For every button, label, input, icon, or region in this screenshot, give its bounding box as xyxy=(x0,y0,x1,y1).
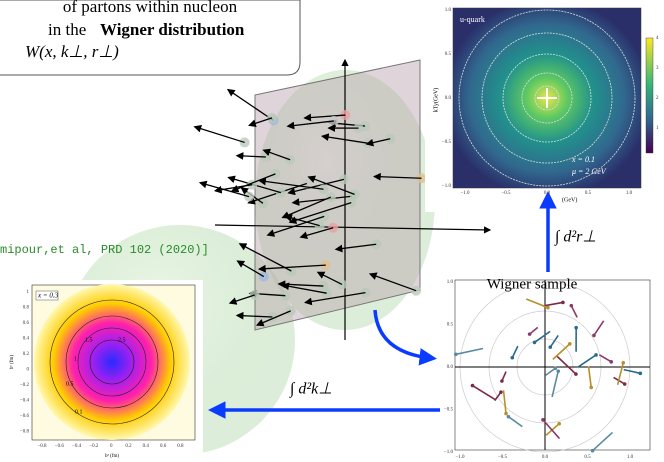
y-tick-label: −0.4 xyxy=(20,399,30,404)
contour-label: 1.5 xyxy=(85,337,93,343)
sample-head xyxy=(471,384,475,388)
y-tick-label: 0.0 xyxy=(445,96,452,101)
sample-head xyxy=(510,356,514,360)
sample-head xyxy=(609,360,613,364)
x-tick-label: 0.0 xyxy=(542,455,549,460)
sample-head xyxy=(591,449,595,453)
note: x = 0.3 xyxy=(37,292,59,300)
x-tick-label: −0.4 xyxy=(72,444,82,449)
y-tick-label: 0.5 xyxy=(447,323,454,328)
sample-head xyxy=(589,386,593,390)
note: μ = 2 GeV xyxy=(571,167,607,176)
y-tick-label: 0.6 xyxy=(23,321,30,326)
y-tick-label: −1.0 xyxy=(444,450,454,455)
x-tick-label: 0.4 xyxy=(143,444,150,449)
x-tick-label: 0.0 xyxy=(544,191,551,196)
sample-head xyxy=(504,412,508,416)
y-tick-label: 0.8 xyxy=(23,306,30,311)
y-tick-label: −0.8 xyxy=(20,430,30,435)
x-tick-label: 1.0 xyxy=(626,191,633,196)
y-tick-label: 1.0 xyxy=(445,8,452,13)
contour-label: 0.5 xyxy=(66,381,74,387)
sample-head xyxy=(561,301,565,305)
sample-head xyxy=(554,366,558,370)
x-tick-label: −0.8 xyxy=(37,444,47,449)
y-tick-label: 0.5 xyxy=(445,52,452,57)
x-axis-label: (GeV) xyxy=(562,196,577,203)
caption-bold: Wigner distribution xyxy=(100,20,245,39)
momentum-plot: u-quark x = 0.1 μ = 2 GeV kTy(GeV) (GeV) xyxy=(425,2,663,212)
sample-head xyxy=(592,334,596,338)
sample-head xyxy=(499,390,503,394)
note: x = 0.1 xyxy=(571,155,595,164)
density xyxy=(34,284,190,440)
contour-label: 2.5 xyxy=(118,337,126,343)
wigner-sample: Wigner sample xyxy=(440,275,662,462)
x-tick-label: −0.6 xyxy=(55,444,65,449)
y-axis-label: kTy(GeV) xyxy=(432,88,439,113)
caption-line: of partons within nucleon xyxy=(63,0,238,16)
y-tick-label: 0.0 xyxy=(447,365,454,370)
y-tick-label: 0.2 xyxy=(23,352,30,357)
title: Wigner sample xyxy=(487,276,578,292)
sample-head xyxy=(454,352,458,356)
sample-head xyxy=(507,415,511,419)
figure: of partons within nucleon in the Wigner … xyxy=(0,0,664,462)
x-tick-label: 1.0 xyxy=(627,455,634,460)
sample-head xyxy=(500,379,504,383)
sample-head xyxy=(557,422,561,426)
x-tick-label: −0.2 xyxy=(89,444,99,449)
x-tick-label: −0.5 xyxy=(501,191,511,196)
x-tick-label: 0.2 xyxy=(125,444,132,449)
sample-head xyxy=(541,418,545,422)
citation: mipour,et al, PRD 102 (2020)] xyxy=(0,243,209,257)
sample-head xyxy=(533,341,537,345)
y-axis-label: bʸ (fm) xyxy=(10,355,15,369)
x-tick-label: −1.0 xyxy=(460,191,470,196)
sample-head xyxy=(568,342,572,346)
panel xyxy=(440,275,662,462)
formula: W(x, k⊥, r⊥) xyxy=(25,42,119,61)
x-tick-label: −0.5 xyxy=(498,455,508,460)
y-tick-label: −0.5 xyxy=(444,408,454,413)
y-tick-label: −0.2 xyxy=(20,383,30,388)
label: u-quark xyxy=(460,15,485,24)
x-axis-label: bˣ (fm) xyxy=(105,454,119,459)
x-tick-label: 0.8 xyxy=(177,444,184,449)
sample-head xyxy=(556,369,560,373)
y-tick-label: 0.4 xyxy=(23,337,30,342)
x-tick-label: 0.5 xyxy=(584,455,591,460)
contour-label: 1 xyxy=(74,356,77,362)
caption-line: in the xyxy=(48,20,86,39)
parton-arrow xyxy=(195,127,245,143)
y-tick-label: −1.0 xyxy=(442,184,452,189)
sample-head xyxy=(548,345,552,349)
sample-head xyxy=(528,332,532,336)
integral: ∫ d²r⊥ xyxy=(554,229,596,247)
position-plot: x = 0.3 1.5 2.5 1 0.5 0.1 bˣ (fm) bʸ (fm… xyxy=(5,280,203,460)
sample-head xyxy=(594,353,598,357)
sample-head xyxy=(574,372,578,376)
sample-head xyxy=(639,372,643,376)
integral: ∫ d²k⊥ xyxy=(289,381,332,399)
sample-head xyxy=(546,306,550,310)
contour-label: 0.1 xyxy=(75,409,83,415)
x-tick-label: 0.5 xyxy=(585,191,592,196)
y-tick-label: −0.6 xyxy=(20,414,30,419)
sample-head xyxy=(621,361,625,365)
sample-head xyxy=(574,326,578,330)
sample-head xyxy=(570,304,574,308)
y-tick-label: 1.0 xyxy=(447,280,454,285)
x-tick-label: −1.0 xyxy=(455,455,465,460)
colorbar xyxy=(646,38,653,153)
y-tick-label: −0.5 xyxy=(442,140,452,145)
sample-head xyxy=(623,382,627,386)
x-tick-label: 0.6 xyxy=(160,444,167,449)
